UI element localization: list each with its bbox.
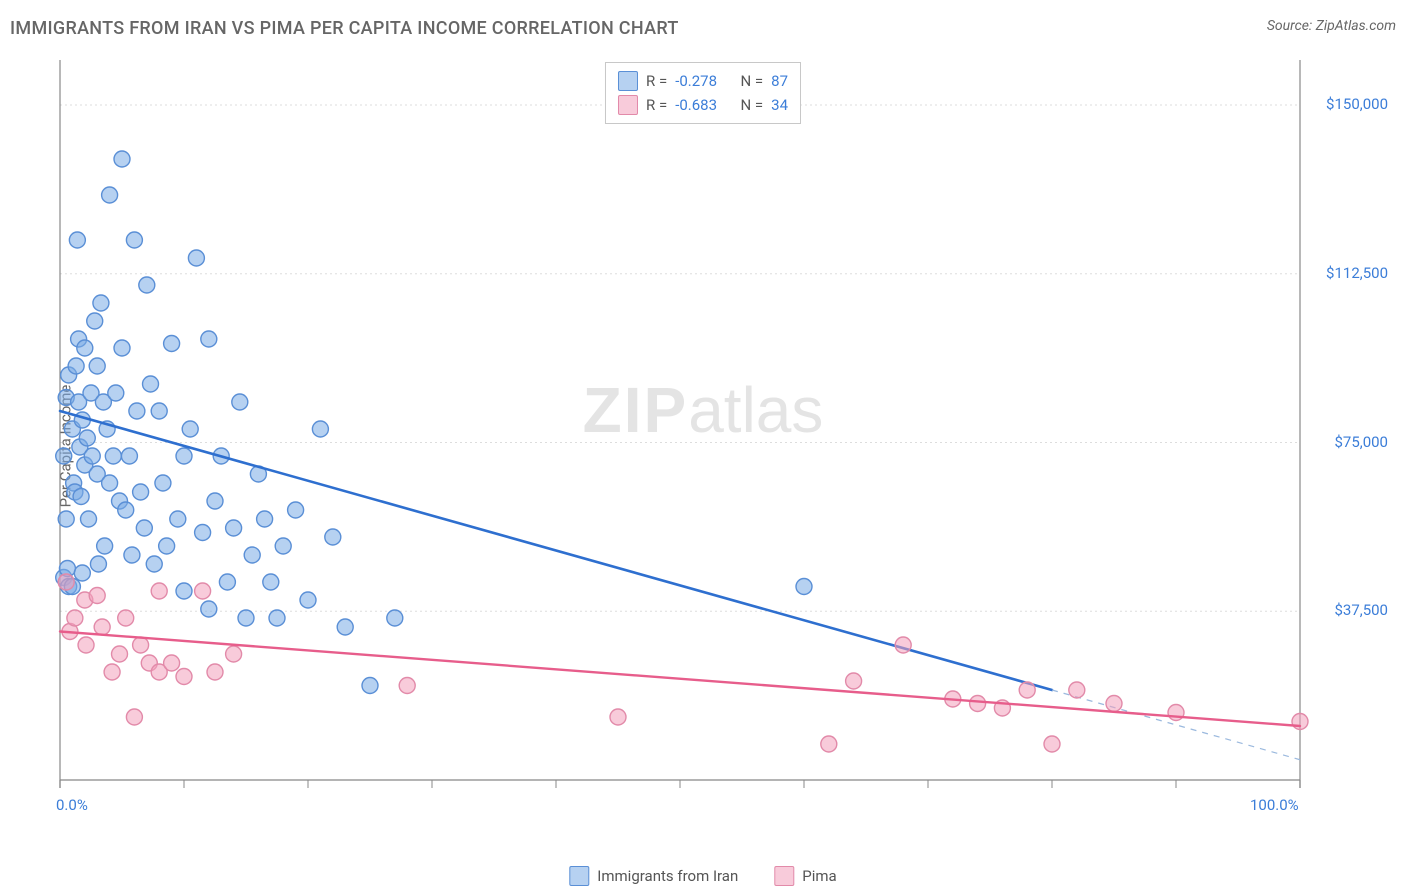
y-tick-label: $150,000 <box>1326 95 1388 113</box>
legend-item-series1: Immigrants from Iran <box>569 866 738 886</box>
swatch-series1-icon <box>569 866 589 886</box>
stats-row-series1: R = -0.278 N = 87 <box>618 69 788 93</box>
swatch-series2-icon <box>774 866 794 886</box>
y-tick-label: $75,000 <box>1334 433 1388 451</box>
legend-item-series2: Pima <box>774 866 836 886</box>
x-tick-label: 0.0% <box>56 796 88 814</box>
x-tick-label: 100.0% <box>1250 796 1299 814</box>
y-tick-label: $37,500 <box>1334 601 1388 619</box>
swatch-series2-icon <box>618 95 638 115</box>
swatch-series1-icon <box>618 71 638 91</box>
y-tick-label: $112,500 <box>1326 264 1388 282</box>
chart-title: IMMIGRANTS FROM IRAN VS PIMA PER CAPITA … <box>10 18 679 39</box>
stats-row-series2: R = -0.683 N = 34 <box>618 93 788 117</box>
correlation-scatter-chart <box>50 60 1390 820</box>
bottom-legend: Immigrants from Iran Pima <box>569 866 836 886</box>
stats-box: R = -0.278 N = 87 R = -0.683 N = 34 <box>605 62 801 124</box>
source-attribution: Source: ZipAtlas.com <box>1267 18 1396 34</box>
